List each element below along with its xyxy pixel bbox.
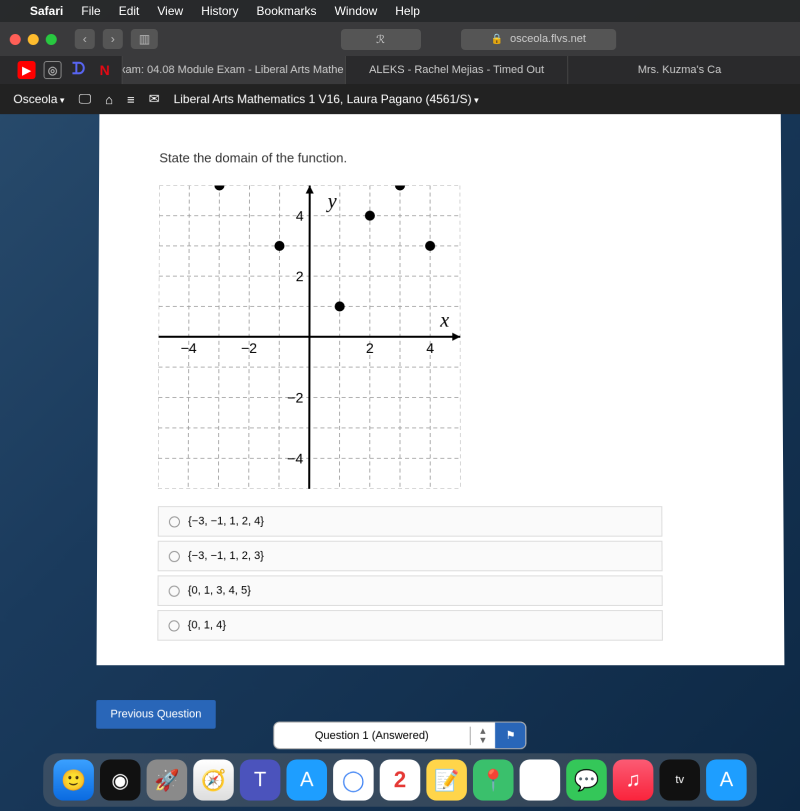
netflix-icon[interactable]: N [96,61,114,79]
question-text: State the domain of the function. [159,150,761,165]
svg-text:x: x [439,309,449,331]
status-label: Question 1 (Answered) [274,723,469,748]
answer-text: {0, 1, 3, 4, 5} [188,585,251,597]
svg-text:−4: −4 [181,340,197,356]
reader-field[interactable]: ℛ [340,28,420,49]
radio-icon [169,550,180,561]
function-graph: −4 −2 2 4 4 2 −2 −4 x y [158,185,461,488]
minimize-button[interactable] [28,33,39,44]
radio-icon [169,516,180,527]
answer-option[interactable]: {0, 1, 4} [157,610,663,641]
menu-icon[interactable]: ≡ [127,92,135,107]
menu-help[interactable]: Help [395,4,420,18]
exam-content: State the domain of the function. −4 −2 2 4… [97,114,785,665]
svg-text:−2: −2 [287,389,303,405]
menu-file[interactable]: File [81,4,100,18]
radio-icon [169,585,180,596]
window-controls [10,33,57,44]
svg-text:2: 2 [366,340,374,356]
status-stepper[interactable]: ▲▼ [469,726,495,744]
menu-history[interactable]: History [201,4,238,18]
svg-text:−4: −4 [287,450,303,466]
menu-edit[interactable]: Edit [119,4,140,18]
sidebar-button[interactable]: ▥ [131,29,158,49]
dock-siri-icon[interactable]: ◉ [100,759,141,800]
close-button[interactable] [10,33,21,44]
svg-text:−2: −2 [241,340,257,356]
dock-safari-icon[interactable]: 🧭 [193,759,234,800]
address-bar[interactable]: 🔒 osceola.flvs.net [461,28,617,49]
macos-menubar: Safari File Edit View History Bookmarks … [0,0,800,22]
app-name[interactable]: Safari [30,4,63,18]
dock: 🙂◉🚀🧭TA◯2📝📍✿💬♫tvA [43,753,757,806]
menu-view[interactable]: View [157,4,183,18]
question-status[interactable]: Question 1 (Answered) ▲▼ ⚑ [273,722,527,750]
radio-icon [168,620,179,631]
answer-text: {−3, −1, 1, 2, 3} [188,550,264,562]
svg-text:2: 2 [296,268,304,284]
browser-toolbar: ‹ › ▥ ℛ 🔒 osceola.flvs.net [0,22,800,56]
answer-text: {0, 1, 4} [188,619,226,631]
maximize-button[interactable] [46,33,57,44]
svg-text:y: y [326,191,337,213]
desktop: Safari File Edit View History Bookmarks … [0,0,800,811]
browser-tab[interactable]: ALEKS - Rachel Mejias - Timed Out [345,56,568,84]
dock-notes-icon[interactable]: 📝 [426,759,467,800]
dock-messages-icon[interactable]: 💬 [566,759,607,800]
youtube-icon[interactable]: ▶ [17,61,35,79]
dock-launchpad-icon[interactable]: 🚀 [147,759,188,800]
outline-icon[interactable]: ◎ [44,61,62,79]
answer-option[interactable]: {−3, −1, 1, 2, 4} [158,506,663,537]
answer-text: {−3, −1, 1, 2, 4} [188,515,264,527]
dock-finder-icon[interactable]: 🙂 [53,759,94,800]
dock-maps-icon[interactable]: 📍 [473,759,514,800]
dock-music-icon[interactable]: ♫ [613,759,654,800]
answer-option[interactable]: {−3, −1, 1, 2, 3} [158,541,663,572]
previous-question-button[interactable]: Previous Question [96,700,215,729]
forward-button[interactable]: › [103,29,123,49]
browser-tabbar: ▶ ◎ ᗪN Exam: 04.08 Module Exam - Liberal A… [0,56,800,84]
dock-appstore-icon[interactable]: A [706,759,747,800]
url-text: osceola.flvs.net [510,32,586,44]
dock-store-icon[interactable]: A [286,759,327,800]
dock-photos-icon[interactable]: ✿ [520,759,561,800]
browser-tab[interactable]: Mrs. Kuzma's Ca [568,56,791,84]
mail-icon[interactable]: ✉ [149,91,160,107]
dock-appletv-icon[interactable]: tv [659,759,700,800]
home-icon[interactable]: ⌂ [105,92,113,107]
course-dropdown[interactable]: Liberal Arts Mathematics 1 V16, Laura Pa… [174,92,479,106]
course-bar: Osceola 🖵 ⌂ ≡ ✉ Liberal Arts Mathematics… [0,84,800,114]
monitor-icon[interactable]: 🖵 [78,91,91,107]
flag-button[interactable]: ⚑ [495,723,525,749]
svg-text:4: 4 [426,340,434,356]
dock-chrome-icon[interactable]: ◯ [333,759,374,800]
disney-icon[interactable]: ᗪ [70,61,88,79]
svg-text:4: 4 [296,208,304,224]
answer-option[interactable]: {0, 1, 3, 4, 5} [157,575,662,606]
back-button[interactable]: ‹ [75,29,95,49]
browser-tab[interactable]: Exam: 04.08 Module Exam - Liberal Arts M… [122,56,345,84]
dock-teams-icon[interactable]: T [240,759,281,800]
menu-window[interactable]: Window [335,4,378,18]
site-dropdown[interactable]: Osceola [13,92,64,106]
lock-icon: 🔒 [491,33,503,44]
menu-bookmarks[interactable]: Bookmarks [256,4,316,18]
dock-calendar-icon[interactable]: 2 [380,759,421,800]
